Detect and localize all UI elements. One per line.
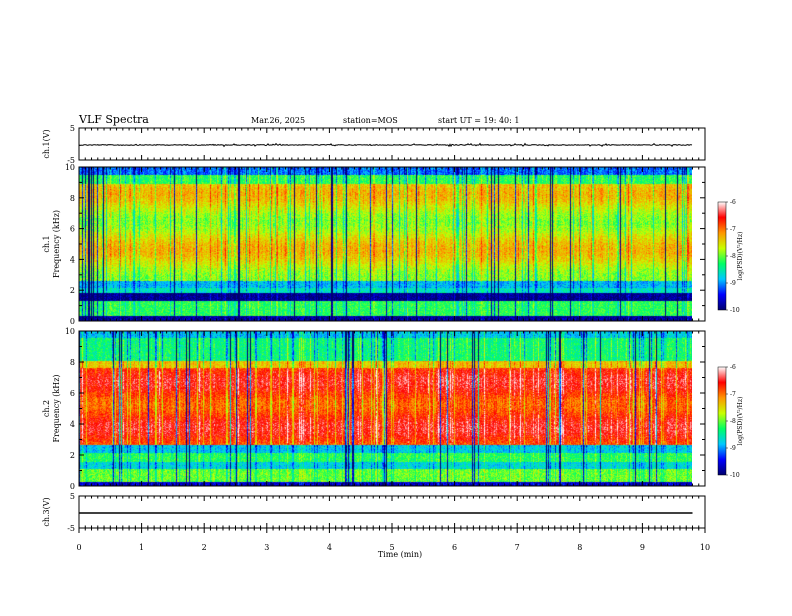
ch1-spectrogram-image xyxy=(79,167,692,321)
ch1-spectrogram-colorbar xyxy=(717,201,727,311)
ch2-spectrogram-cb-tick-label: -10 xyxy=(730,472,740,479)
station-label: station=MOS xyxy=(343,116,398,125)
ch1-waveform-ylabel: ch.1(V) xyxy=(42,129,51,158)
ch1-spectrogram-heatmap xyxy=(79,167,705,321)
ch1-waveform-line xyxy=(78,142,693,148)
ch2-spectrogram-ytick-label: 8 xyxy=(70,358,75,367)
ch2-spectrogram-colorbar xyxy=(717,366,727,476)
x-tick-label: 4 xyxy=(327,543,332,552)
ch1-spectrogram-ytick-label: 4 xyxy=(70,255,75,264)
ch2-spectrogram-heatmap xyxy=(79,331,705,486)
x-tick-label: 2 xyxy=(202,543,207,552)
waveform-lines xyxy=(78,142,693,514)
ch2-spectrogram-ytick-label: 0 xyxy=(70,482,75,491)
start-time-label: start UT = 19: 40: 1 xyxy=(438,116,519,125)
ch1-spectrogram-ytick-label: 0 xyxy=(70,317,75,326)
x-tick-label: 9 xyxy=(640,543,645,552)
x-tick-label: 6 xyxy=(452,543,457,552)
ch1-spectrogram-blank xyxy=(692,167,705,321)
ch1-spectrogram-cb-label: log(PSD)(V²/Hz) xyxy=(737,232,744,281)
chart-title: VLF Spectra xyxy=(78,113,149,126)
ch3-waveform-ytick-label: -5 xyxy=(67,524,75,533)
ch2-spectrogram-cb-tick-label: -7 xyxy=(730,391,736,398)
ch1-waveform-ytick-label: 5 xyxy=(70,124,75,133)
ch2-spectrogram-cb-tick-label: -9 xyxy=(730,445,736,452)
axis-ticks xyxy=(78,127,706,533)
x-tick-label: 3 xyxy=(264,543,269,552)
x-tick-label: 7 xyxy=(515,543,520,552)
ch1-spectrogram-cb-tick-label: -6 xyxy=(730,199,736,206)
x-axis-label: Time (min) xyxy=(378,550,422,559)
ch2-spectrogram-ytick-label: 6 xyxy=(70,389,75,398)
x-tick-label: 5 xyxy=(389,543,394,552)
ch1-spectrogram-ytick-label: 2 xyxy=(70,286,75,295)
x-tick-label: 0 xyxy=(76,543,81,552)
ch1-spectrogram-ytick-label: 10 xyxy=(65,163,75,172)
ch2-spectrogram-cb-label: log(PSD)(V²/Hz) xyxy=(737,397,744,446)
ch2-spectrogram-ylabel: Frequency (kHz) xyxy=(52,374,61,442)
ch2-spectrogram-ytick-label: 4 xyxy=(70,420,75,429)
ch2-spectrogram-blank xyxy=(692,331,705,486)
ch1-spectrogram-cb-tick-label: -7 xyxy=(730,226,736,233)
date-label: Mar.26, 2025 xyxy=(251,116,305,125)
ch2-spectrogram-cb-tick-label: -8 xyxy=(730,418,736,425)
ch3-waveform-ylabel: ch.3(V) xyxy=(42,497,51,526)
ch2-spectrogram-ylabel: ch.2 xyxy=(42,400,51,417)
ch1-spectrogram-cb-tick-label: -8 xyxy=(730,253,736,260)
ch1-spectrogram-ylabel: ch.1 xyxy=(42,235,51,252)
ch3-waveform-ytick-label: 5 xyxy=(70,492,75,501)
ch1-spectrogram-cb-tick-label: -9 xyxy=(730,280,736,287)
ch1-waveform-ytick-label: -5 xyxy=(67,156,75,165)
ch2-spectrogram-ytick-label: 2 xyxy=(70,451,75,460)
x-tick-label: 1 xyxy=(139,543,144,552)
ch2-spectrogram-cb-tick-label: -6 xyxy=(730,364,736,371)
ch1-spectrogram-ytick-label: 6 xyxy=(70,225,75,234)
ch1-spectrogram-cb-tick-label: -10 xyxy=(730,307,740,314)
ch1-spectrogram-ylabel: Frequency (kHz) xyxy=(52,210,61,278)
ch1-spectrogram-ytick-label: 8 xyxy=(70,194,75,203)
x-tick-label: 10 xyxy=(700,543,710,552)
ch2-spectrogram-ytick-label: 10 xyxy=(65,327,75,336)
ch2-spectrogram-image xyxy=(79,331,692,486)
x-tick-label: 8 xyxy=(577,543,582,552)
colorbars: -6 -7 -8 -9 -10 log(PSD)(V²/Hz) -6 -7 -8 -9 -10 log… xyxy=(717,199,744,479)
